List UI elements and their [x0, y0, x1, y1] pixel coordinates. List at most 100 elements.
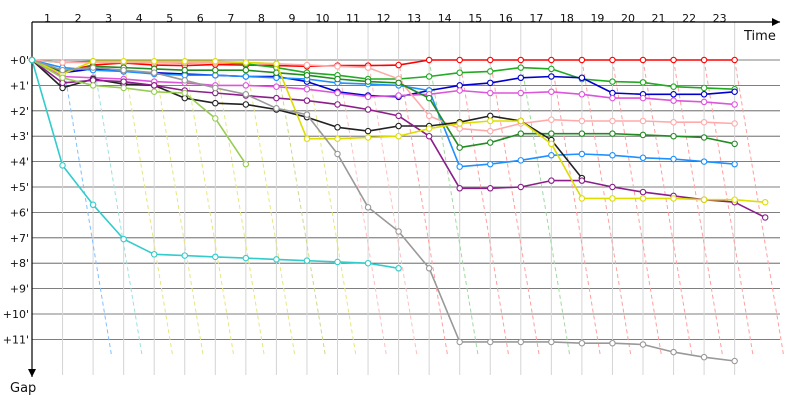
data-point — [120, 66, 127, 74]
data-point — [303, 61, 311, 69]
data-point — [578, 91, 586, 98]
data-point — [700, 353, 708, 361]
data-point — [242, 82, 250, 89]
x-tick-label: 4 — [136, 12, 143, 25]
series-line — [31, 59, 735, 106]
data-point — [456, 87, 463, 94]
data-point — [303, 111, 311, 118]
data-point — [486, 160, 494, 168]
data-point — [212, 58, 219, 65]
y-tick-label: +11' — [3, 333, 29, 346]
data-point — [150, 58, 158, 65]
data-point — [517, 74, 525, 82]
data-point — [578, 339, 586, 347]
y-tick-label: +5' — [10, 181, 29, 194]
data-point — [273, 256, 280, 263]
data-point — [212, 115, 219, 122]
data-point — [609, 152, 616, 159]
data-point — [364, 204, 372, 211]
sweep-line — [245, 59, 296, 356]
data-point — [578, 74, 586, 82]
data-point — [181, 252, 189, 259]
data-point — [120, 84, 127, 92]
data-point — [731, 196, 738, 203]
data-point — [395, 228, 402, 235]
data-point — [670, 348, 677, 356]
x-tick-label: 7 — [227, 12, 234, 25]
data-point — [578, 130, 586, 137]
data-point — [364, 93, 372, 101]
data-point — [425, 94, 433, 102]
data-point — [273, 60, 280, 68]
data-point — [181, 66, 189, 74]
data-point — [670, 91, 677, 98]
data-point — [242, 66, 250, 74]
data-point — [700, 98, 708, 106]
data-point — [334, 124, 341, 131]
sweep-line — [550, 59, 601, 356]
data-point — [181, 77, 189, 84]
data-point — [578, 150, 586, 158]
time-sweep-lines — [62, 59, 785, 356]
data-point — [89, 82, 97, 89]
data-point — [548, 56, 555, 64]
data-point — [242, 59, 250, 66]
data-point — [548, 338, 555, 346]
x-tick-label: 3 — [105, 12, 112, 25]
data-point — [700, 196, 708, 203]
data-point — [303, 71, 311, 79]
data-point — [59, 74, 66, 82]
data-point — [731, 101, 738, 108]
data-point — [761, 198, 769, 206]
y-tick-label: +2' — [10, 105, 29, 118]
data-point — [700, 56, 708, 64]
data-point — [609, 183, 616, 191]
data-point — [150, 69, 158, 76]
sweep-line — [214, 59, 265, 356]
data-point — [181, 89, 189, 97]
data-point — [548, 88, 555, 96]
data-point — [150, 82, 158, 89]
series-group — [28, 56, 769, 365]
axes — [28, 18, 780, 377]
data-point — [364, 106, 372, 113]
data-point — [578, 195, 586, 202]
data-point — [548, 177, 555, 184]
data-point — [242, 91, 250, 98]
data-point — [609, 117, 616, 125]
data-point — [242, 101, 250, 108]
data-point — [548, 130, 555, 137]
data-point — [609, 78, 616, 85]
y-tick-label: +1' — [10, 79, 29, 92]
data-point — [334, 150, 341, 158]
data-point — [120, 78, 127, 85]
data-point — [731, 160, 738, 168]
y-tick-label: +7' — [10, 232, 29, 245]
data-point — [517, 56, 525, 64]
x-tick-label: 13 — [407, 12, 421, 25]
y-tick-label: +0' — [10, 54, 29, 67]
data-point — [609, 56, 616, 64]
y-axis-label: Gap — [10, 381, 36, 396]
data-point — [303, 135, 311, 142]
data-point — [89, 64, 97, 71]
data-point — [731, 120, 738, 127]
data-point — [670, 132, 677, 140]
series-line — [31, 59, 735, 149]
data-point — [578, 177, 586, 184]
data-point — [639, 79, 647, 86]
data-point — [486, 117, 494, 125]
sweep-line — [459, 59, 510, 356]
tick-labels: +0'+1'+2'+3'+4'+5'+6'+7'+8'+9'+10'+11'1 2… — [3, 12, 727, 346]
data-point — [212, 253, 219, 261]
data-point — [59, 162, 66, 169]
x-tick-label: 14 — [438, 12, 452, 25]
x-axis-arrow — [772, 18, 780, 26]
data-point — [639, 94, 647, 102]
data-point — [303, 257, 311, 264]
data-point — [273, 83, 280, 90]
data-point — [609, 130, 616, 137]
data-point — [334, 258, 341, 266]
data-point — [517, 157, 525, 164]
